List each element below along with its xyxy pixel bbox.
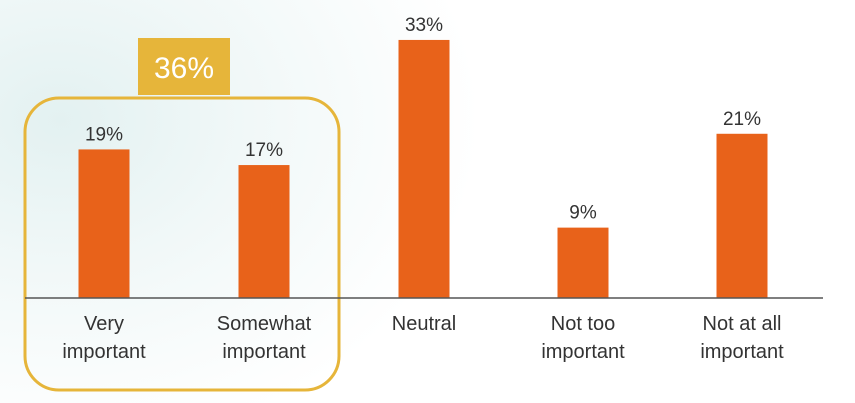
category-label-4-line-0: Not at all: [703, 313, 782, 335]
group-total-badge: [138, 38, 230, 95]
bar-value-label-3: 9%: [569, 203, 597, 224]
category-label-0-line-0: Very: [84, 313, 124, 335]
group-total-label: 36%: [154, 52, 214, 85]
bars-layer: 19% 17% 33% 9% 21%: [78, 15, 768, 298]
bar-2: [398, 39, 450, 298]
bar-3: [557, 227, 609, 298]
category-label-0-line-1: important: [62, 341, 146, 363]
category-label-2-line-0: Neutral: [392, 313, 456, 335]
bar-0: [78, 149, 130, 298]
bar-value-label-1: 17%: [245, 140, 283, 161]
group-highlight-box: [23, 96, 341, 392]
category-label-1-line-1: important: [222, 341, 306, 363]
bar-value-label-4: 21%: [723, 109, 761, 130]
category-labels: Very important Somewhat important Neutral Not…: [62, 313, 784, 363]
category-label-3-line-1: important: [541, 341, 625, 363]
bar-1: [238, 165, 290, 298]
category-label-4-line-1: important: [700, 341, 784, 363]
bar-value-label-2: 33%: [405, 15, 443, 36]
bar-4: [716, 133, 768, 298]
category-label-3-line-0: Not too: [551, 313, 615, 335]
category-label-1-line-0: Somewhat: [217, 313, 312, 335]
bar-value-label-0: 19%: [85, 124, 123, 145]
